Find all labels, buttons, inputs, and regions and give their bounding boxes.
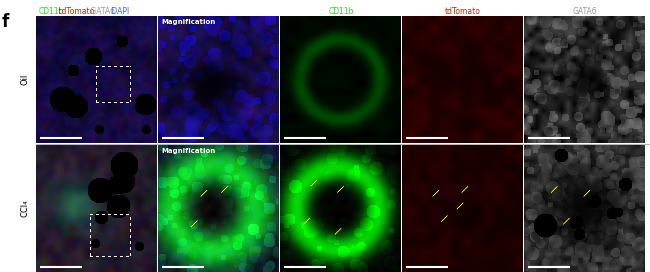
Text: GATA6: GATA6 <box>88 8 115 17</box>
Text: CD11b: CD11b <box>39 8 64 17</box>
Polygon shape <box>563 218 569 224</box>
Text: tdTomato: tdTomato <box>57 8 95 17</box>
Text: CCl₄: CCl₄ <box>21 200 29 217</box>
Polygon shape <box>551 186 558 193</box>
Polygon shape <box>337 186 344 193</box>
Polygon shape <box>584 190 590 196</box>
Text: CD11b: CD11b <box>328 8 354 17</box>
Text: Magnification: Magnification <box>161 148 215 154</box>
Polygon shape <box>304 218 310 224</box>
Text: DAPI: DAPI <box>109 8 129 17</box>
Polygon shape <box>457 203 463 209</box>
Text: GATA6: GATA6 <box>573 8 597 17</box>
Polygon shape <box>222 186 227 193</box>
Text: Magnification: Magnification <box>161 19 215 25</box>
Polygon shape <box>201 190 207 196</box>
Text: Oil: Oil <box>21 74 29 85</box>
Text: tdTomato: tdTomato <box>445 8 481 17</box>
Polygon shape <box>311 180 317 186</box>
Polygon shape <box>335 228 341 234</box>
Text: f: f <box>2 13 9 31</box>
Polygon shape <box>433 190 439 196</box>
Polygon shape <box>462 186 468 193</box>
Polygon shape <box>191 221 198 227</box>
Polygon shape <box>441 215 448 222</box>
